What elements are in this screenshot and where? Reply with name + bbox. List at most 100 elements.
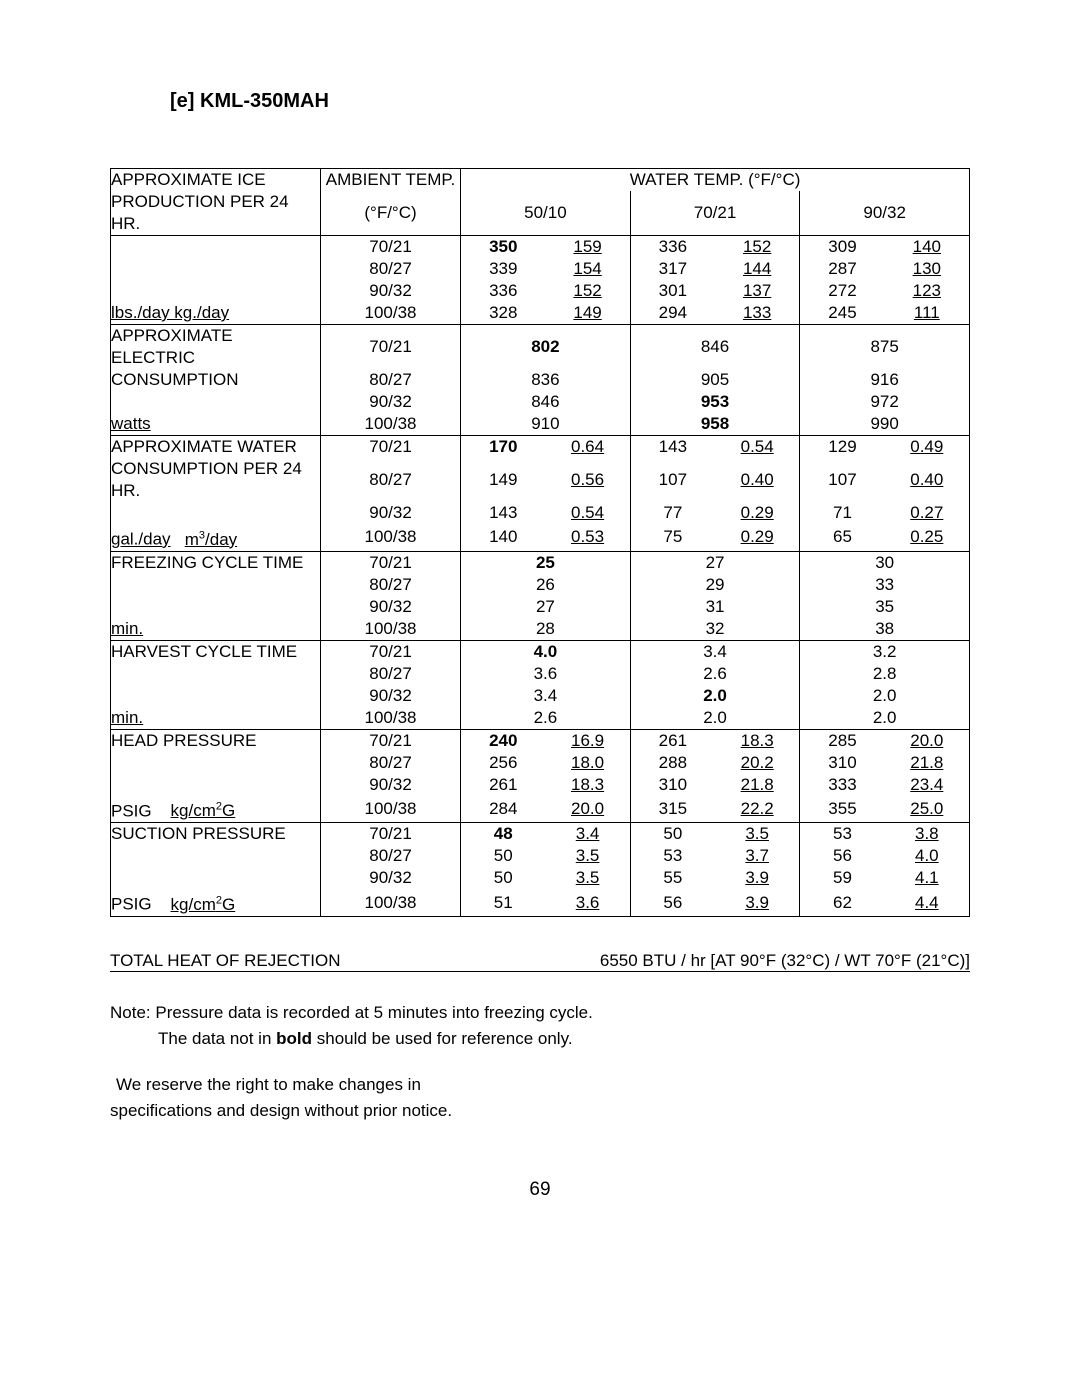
table-cell: 916: [800, 369, 970, 391]
table-cell: 3.4: [545, 823, 630, 846]
note-line-2: The data not in bold should be used for …: [110, 1026, 970, 1052]
section-label: [111, 502, 321, 524]
ambient-temp: 70/21: [320, 551, 460, 574]
ambient-temp: 90/32: [320, 391, 460, 413]
table-cell: 56: [630, 889, 715, 916]
section-label: lbs./day kg./day: [111, 302, 321, 325]
section-label: CONSUMPTION PER 24 HR.: [111, 458, 321, 502]
table-cell: 152: [545, 280, 630, 302]
ambient-temp: 80/27: [320, 752, 460, 774]
ambient-hdr: AMBIENT TEMP.: [320, 169, 460, 192]
table-cell: 309: [800, 236, 885, 259]
table-cell: 123: [885, 280, 970, 302]
table-cell: 336: [630, 236, 715, 259]
section-label: watts: [111, 413, 321, 436]
table-cell: 0.49: [885, 436, 970, 459]
table-cell: 144: [715, 258, 800, 280]
table-cell: 55: [630, 867, 715, 889]
ambient-temp: 70/21: [320, 640, 460, 663]
table-cell: 3.9: [715, 889, 800, 916]
table-cell: 846: [461, 391, 631, 413]
table-cell: 2.6: [630, 663, 800, 685]
sub-hdr-0: 50/10: [461, 191, 631, 236]
ambient-temp: 80/27: [320, 369, 460, 391]
table-cell: 33: [800, 574, 970, 596]
section-label: min.: [111, 618, 321, 641]
table-cell: 4.0: [461, 640, 631, 663]
section-label: gal./day m3/day: [111, 524, 321, 551]
table-cell: 284: [461, 796, 546, 823]
sub-hdr-1: 70/21: [630, 191, 800, 236]
heat-rejection-value: 6550 BTU / hr [AT 90°F (32°C) / WT 70°F …: [600, 951, 970, 971]
table-cell: 154: [545, 258, 630, 280]
table-cell: 18.3: [545, 774, 630, 796]
section-label: [111, 774, 321, 796]
table-cell: 149: [545, 302, 630, 325]
table-cell: 310: [800, 752, 885, 774]
section-label: [111, 574, 321, 596]
table-cell: 65: [800, 524, 885, 551]
page-title: [e] KML-350MAH: [110, 90, 970, 113]
table-cell: 170: [461, 436, 546, 459]
section-label: [111, 685, 321, 707]
table-cell: 294: [630, 302, 715, 325]
table-cell: 29: [630, 574, 800, 596]
table-cell: 802: [461, 325, 631, 370]
table-cell: 310: [630, 774, 715, 796]
note-line-1: Note: Pressure data is recorded at 5 min…: [110, 1000, 970, 1026]
table-cell: 4.1: [885, 867, 970, 889]
table-cell: 2.0: [630, 685, 800, 707]
table-cell: 129: [800, 436, 885, 459]
table-cell: 143: [461, 502, 546, 524]
table-cell: 972: [800, 391, 970, 413]
table-cell: 875: [800, 325, 970, 370]
ambient-temp: 90/32: [320, 867, 460, 889]
heat-rejection-label: TOTAL HEAT OF REJECTION: [110, 951, 340, 971]
table-cell: 256: [461, 752, 546, 774]
section-label: [111, 663, 321, 685]
table-cell: 51: [461, 889, 546, 916]
table-cell: 149: [461, 458, 546, 502]
table-cell: 2.0: [800, 685, 970, 707]
section-label: FREEZING CYCLE TIME: [111, 551, 321, 574]
table-cell: 28: [461, 618, 631, 641]
section-label: APPROXIMATE ELECTRIC: [111, 325, 321, 370]
table-cell: 18.3: [715, 729, 800, 752]
ambient-unit: (°F/°C): [320, 191, 460, 236]
table-cell: 0.64: [545, 436, 630, 459]
spec-table: APPROXIMATE ICE AMBIENT TEMP. WATER TEMP…: [110, 168, 970, 917]
section-label: [111, 752, 321, 774]
table-cell: 333: [800, 774, 885, 796]
heat-rejection-row: TOTAL HEAT OF REJECTION 6550 BTU / hr [A…: [110, 947, 970, 972]
hdr-label-2: PRODUCTION PER 24 HR.: [111, 191, 321, 236]
table-cell: 3.4: [630, 640, 800, 663]
table-cell: 3.5: [715, 823, 800, 846]
section-label: CONSUMPTION: [111, 369, 321, 391]
ambient-temp: 100/38: [320, 618, 460, 641]
table-cell: 140: [461, 524, 546, 551]
table-cell: 159: [545, 236, 630, 259]
table-cell: 990: [800, 413, 970, 436]
section-label: [111, 258, 321, 280]
table-cell: 272: [800, 280, 885, 302]
ambient-temp: 100/38: [320, 889, 460, 916]
table-cell: 317: [630, 258, 715, 280]
table-cell: 107: [800, 458, 885, 502]
section-label: SUCTION PRESSURE: [111, 823, 321, 846]
ambient-temp: 100/38: [320, 413, 460, 436]
section-label: [111, 596, 321, 618]
table-cell: 75: [630, 524, 715, 551]
table-cell: 301: [630, 280, 715, 302]
table-cell: 958: [630, 413, 800, 436]
table-cell: 355: [800, 796, 885, 823]
ambient-temp: 80/27: [320, 574, 460, 596]
table-cell: 4.4: [885, 889, 970, 916]
table-cell: 23.4: [885, 774, 970, 796]
ambient-temp: 80/27: [320, 258, 460, 280]
table-cell: 3.5: [545, 845, 630, 867]
section-label: [111, 391, 321, 413]
table-cell: 328: [461, 302, 546, 325]
table-cell: 18.0: [545, 752, 630, 774]
ambient-temp: 100/38: [320, 524, 460, 551]
table-cell: 50: [461, 867, 546, 889]
